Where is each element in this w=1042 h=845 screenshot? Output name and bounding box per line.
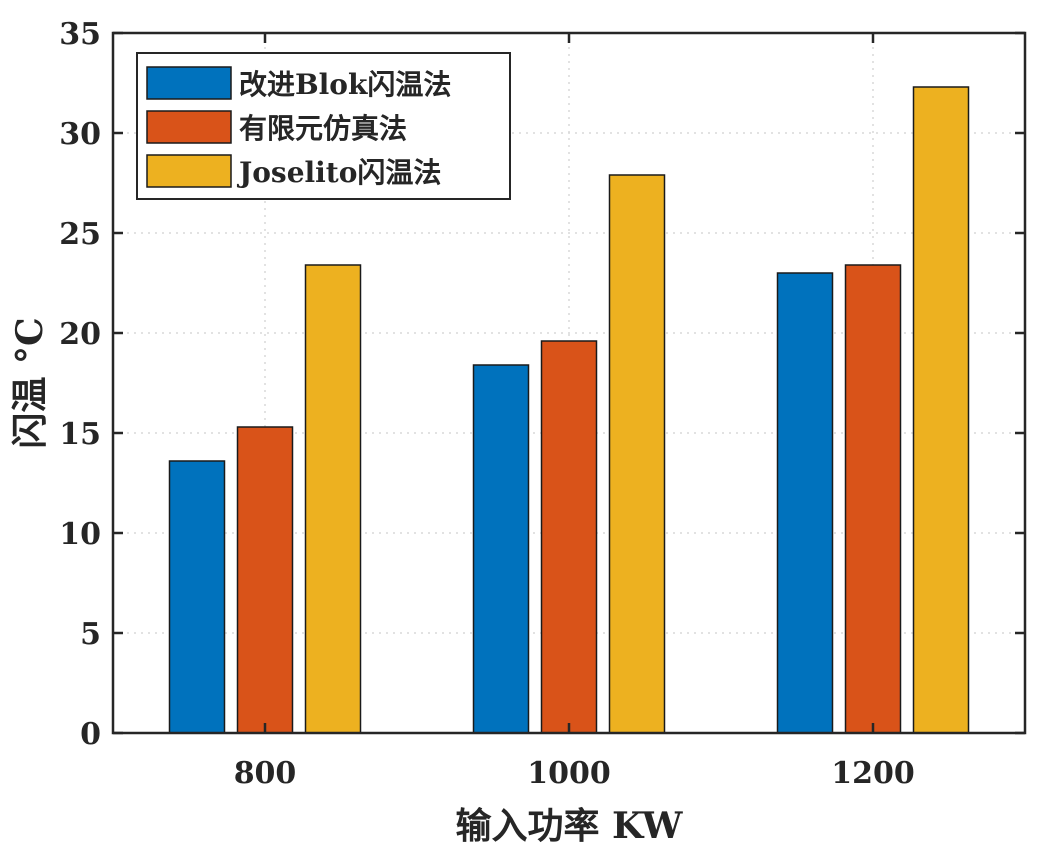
x-tick-label: 1200: [831, 756, 915, 791]
bar-2-1000: [540, 340, 598, 734]
legend-swatch: [146, 110, 232, 144]
axis-ticks: 0 5 10 15 20 25 30 35 800 1000 1200: [59, 17, 1025, 791]
bar-3-1000: [608, 174, 666, 734]
x-axis-label: 输入功率 KW: [456, 805, 684, 845]
y-tick-label: 35: [59, 17, 101, 52]
bar-1-1000: [472, 364, 530, 734]
legend-entry: Joselito闪温法: [236, 156, 441, 189]
y-tick-label: 5: [80, 617, 101, 652]
y-tick-label: 25: [59, 217, 101, 252]
y-tick-label: 30: [59, 117, 101, 152]
y-tick-label: 0: [80, 717, 101, 752]
bar-1-800: [168, 460, 226, 734]
y-tick-label: 20: [59, 317, 101, 352]
bar-1-1200: [776, 272, 834, 734]
y-tick-label: 10: [59, 517, 101, 552]
bar-3-800: [304, 264, 362, 734]
x-tick-label: 1000: [527, 756, 611, 791]
x-tick-label: 800: [234, 756, 297, 791]
y-tick-label: 15: [59, 417, 101, 452]
bar-2-800: [236, 426, 294, 734]
legend-entry: 改进Blok闪温法: [239, 68, 451, 101]
y-axis-label: 闪温 °C: [9, 317, 51, 448]
legend-swatch: [146, 154, 232, 188]
bar-2-1200: [844, 264, 902, 734]
legend-entry: 有限元仿真法: [239, 112, 407, 145]
bars: [168, 86, 970, 734]
legend-swatch: [146, 66, 232, 100]
bar-3-1200: [912, 86, 970, 734]
